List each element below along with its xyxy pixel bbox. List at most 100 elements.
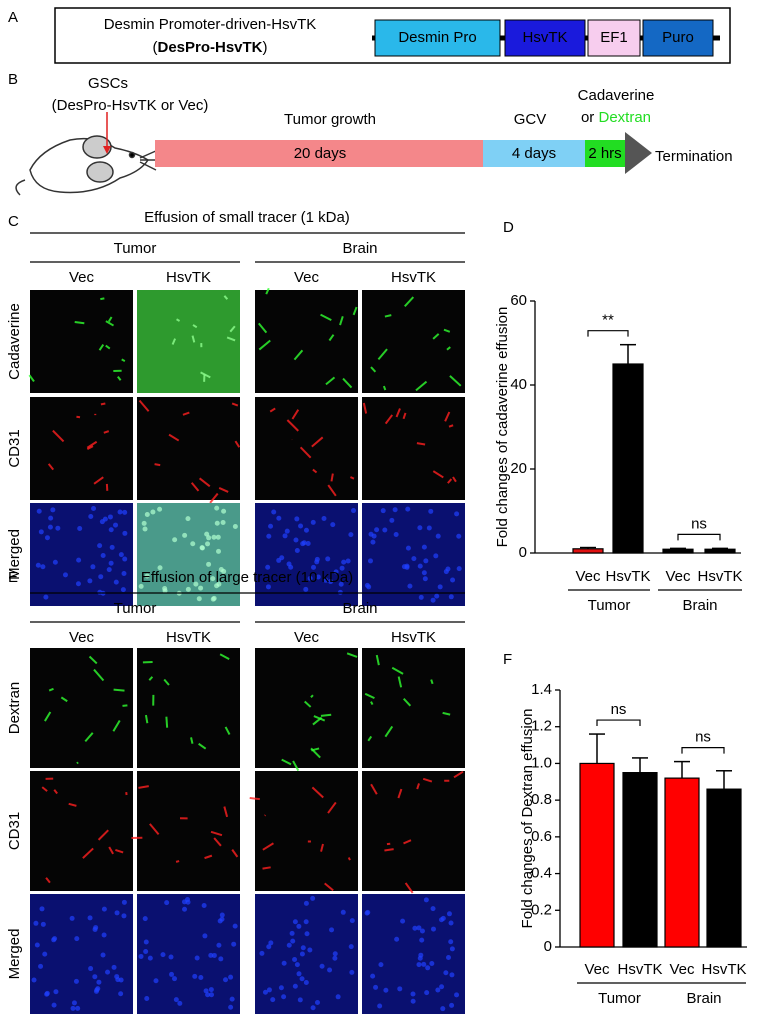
nucleus	[435, 987, 441, 993]
micrograph	[362, 503, 465, 606]
nucleus	[281, 994, 287, 1000]
nucleus	[118, 991, 124, 997]
phase-label: GCV	[514, 111, 547, 128]
group-label: Brain	[342, 240, 377, 257]
vessel	[98, 344, 105, 351]
nucleus	[340, 909, 346, 915]
nucleus	[303, 586, 309, 592]
vessel	[107, 316, 113, 323]
nucleus	[214, 583, 220, 589]
timeline-arrow	[625, 132, 652, 174]
title-pre: Effusion of large tracer (	[141, 569, 301, 586]
nucleus	[297, 997, 303, 1003]
vessel	[444, 411, 451, 422]
micrograph	[255, 397, 358, 500]
vessel	[377, 348, 388, 360]
nucleus	[440, 915, 446, 921]
vessel	[231, 849, 239, 858]
nucleus	[40, 921, 46, 927]
nucleus	[268, 940, 274, 946]
nucleus	[121, 570, 127, 576]
nucleus	[71, 1000, 77, 1006]
vessel	[265, 287, 270, 295]
tracer-label: or Dextran	[581, 109, 651, 126]
nucleus	[348, 532, 354, 538]
nucleus	[430, 906, 436, 912]
nucleus	[328, 579, 334, 585]
nucleus	[445, 954, 451, 960]
nucleus	[206, 561, 212, 567]
nucleus	[43, 594, 49, 600]
nucleus	[435, 533, 441, 539]
nucleus	[88, 514, 94, 520]
group-label: Tumor	[114, 600, 157, 617]
nucleus	[143, 939, 149, 945]
nucleus	[100, 553, 106, 559]
nucleus	[310, 1005, 316, 1011]
nucleus	[367, 558, 373, 564]
x-tick-label: Vec	[584, 961, 610, 978]
vessel	[404, 882, 414, 894]
vessel	[347, 857, 351, 861]
bar	[664, 777, 700, 948]
nucleus	[310, 519, 316, 525]
nucleus	[206, 535, 212, 541]
nucleus	[219, 912, 225, 918]
nucleus	[73, 978, 79, 984]
nucleus	[101, 906, 107, 912]
nucleus	[111, 964, 117, 970]
nucleus	[345, 558, 351, 564]
nucleus	[107, 514, 113, 520]
nucleus	[310, 895, 316, 901]
significance-bracket	[596, 719, 641, 727]
nucleus	[199, 545, 205, 551]
nucleus	[294, 547, 300, 553]
nucleus	[62, 572, 68, 578]
row-label: CD31	[6, 429, 23, 467]
vessel	[264, 814, 267, 817]
vessel	[422, 777, 433, 783]
phase-bar	[585, 140, 625, 167]
column-label: HsvTK	[391, 269, 436, 286]
nucleus	[215, 534, 221, 540]
nucleus	[303, 527, 309, 533]
vessel	[190, 482, 200, 492]
vessel	[448, 424, 454, 428]
nucleus	[34, 942, 40, 948]
nucleus	[448, 920, 454, 926]
nucleus	[412, 925, 418, 931]
nucleus	[169, 971, 175, 977]
nucleus	[114, 974, 120, 980]
nucleus	[39, 906, 45, 912]
nucleus	[428, 508, 434, 514]
nucleus	[393, 532, 399, 538]
vessel	[163, 678, 170, 686]
vessel	[219, 653, 230, 661]
x-tick-label: Vec	[575, 568, 601, 585]
nucleus	[323, 577, 329, 583]
nucleus	[281, 960, 287, 966]
nucleus	[349, 969, 355, 975]
nucleus	[410, 991, 416, 997]
nucleus	[122, 530, 128, 536]
vessel	[370, 783, 378, 795]
column-label: HsvTK	[391, 629, 436, 646]
y-tick-label: 1.2	[531, 718, 552, 735]
vessel	[144, 714, 149, 724]
nucleus	[299, 976, 305, 982]
vessel	[384, 414, 394, 425]
nucleus	[70, 1005, 76, 1011]
nucleus	[270, 997, 276, 1003]
nucleus	[417, 955, 423, 961]
y-tick-label: 0.8	[531, 791, 552, 808]
nucleus	[299, 951, 305, 957]
micrograph	[255, 290, 358, 393]
nucleus	[351, 508, 357, 514]
vessel	[299, 446, 312, 459]
vessel	[325, 376, 336, 386]
nucleus	[296, 971, 302, 977]
nucleus	[120, 587, 126, 593]
micrograph	[362, 771, 465, 891]
vessel	[47, 463, 55, 471]
nucleus	[268, 523, 274, 529]
